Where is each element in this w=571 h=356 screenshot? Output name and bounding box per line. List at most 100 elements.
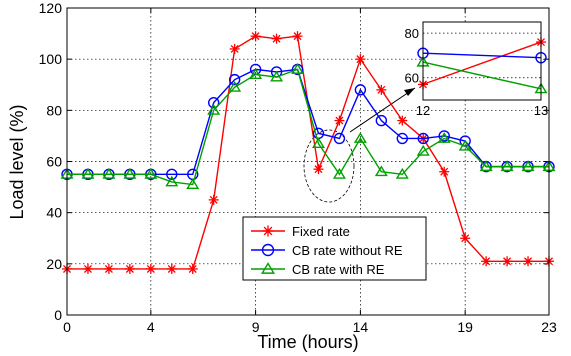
data-point-asterisk-marker	[82, 263, 93, 274]
y-tick-label: 120	[39, 0, 63, 16]
data-point-triangle-marker	[437, 132, 451, 143]
asterisk-stroke	[398, 116, 407, 125]
data-point-circle-marker	[333, 132, 346, 145]
asterisk-stroke	[482, 257, 491, 266]
inset-y-tick-label: 60	[405, 71, 419, 86]
data-point-triangle-marker	[186, 178, 200, 189]
asterisk-stroke	[377, 85, 386, 94]
data-point-asterisk-marker	[271, 33, 282, 44]
data-point-asterisk-marker	[502, 256, 513, 267]
asterisk-stroke	[251, 32, 260, 41]
asterisk-stroke	[293, 32, 302, 41]
data-point-asterisk-marker	[334, 115, 345, 126]
asterisk-stroke	[440, 167, 449, 176]
x-tick-label: 23	[541, 319, 557, 335]
data-point-circle-marker	[166, 168, 178, 180]
data-point-circle-marker	[438, 130, 450, 142]
data-point-triangle-marker	[521, 160, 535, 172]
data-point-triangle-marker	[270, 70, 284, 82]
x-tick-label: 14	[353, 319, 369, 335]
asterisk-stroke	[167, 264, 176, 273]
inset-x-tick-label: 13	[534, 103, 548, 118]
asterisk-stroke	[461, 234, 470, 243]
data-point-asterisk-marker	[187, 263, 198, 274]
data-point-asterisk-marker	[292, 31, 303, 42]
asterisk-stroke	[272, 34, 281, 43]
data-point-asterisk-marker	[523, 256, 534, 267]
data-point-asterisk-marker	[229, 43, 240, 54]
asterisk-stroke	[356, 55, 365, 64]
asterisk-stroke	[104, 264, 113, 273]
data-point-asterisk-marker	[397, 115, 408, 126]
data-point-triangle-marker	[500, 160, 514, 172]
inset-series-line-2	[422, 61, 542, 90]
data-point-triangle-marker	[479, 160, 493, 172]
data-point-triangle-marker	[458, 139, 472, 151]
data-point-asterisk-marker	[208, 194, 219, 205]
callout-arrow-head	[404, 88, 415, 96]
data-point-triangle-marker	[207, 103, 221, 115]
data-point-triangle-marker	[353, 132, 367, 143]
inset-series-line-0	[422, 41, 542, 86]
data-point-circle-marker	[228, 73, 241, 86]
data-point-triangle-marker	[332, 167, 346, 179]
data-point-triangle-marker	[416, 144, 430, 156]
data-point-triangle-marker	[165, 175, 179, 187]
data-point-asterisk-marker	[460, 233, 471, 244]
legend-label-1: CB rate without RE	[292, 243, 403, 258]
data-point-asterisk-marker	[250, 31, 261, 42]
inset-background	[423, 22, 541, 100]
data-point-triangle-marker	[395, 167, 409, 179]
data-point-triangle-marker	[374, 165, 388, 177]
data-point-triangle-marker	[311, 137, 325, 149]
highlight-ellipse-group	[303, 87, 416, 203]
asterisk-stroke	[188, 264, 197, 273]
highlight-ellipse	[303, 129, 355, 203]
asterisk-stroke	[263, 226, 273, 236]
y-tick-label: 60	[46, 154, 62, 170]
data-point-triangle-marker	[123, 167, 137, 179]
data-point-asterisk-marker	[313, 164, 324, 175]
y-tick-label: 20	[46, 256, 62, 272]
y-tick-label: 0	[54, 307, 62, 323]
callout-arrow-line	[349, 87, 416, 133]
asterisk-stroke	[524, 257, 533, 266]
legend-triangle-marker	[260, 262, 276, 274]
asterisk-stroke	[335, 116, 344, 125]
data-point-triangle-marker	[249, 68, 263, 79]
data-point-triangle-marker	[228, 80, 242, 92]
data-point-circle-marker	[207, 96, 220, 109]
x-tick-label: 4	[147, 319, 155, 335]
data-point-asterisk-marker	[355, 54, 366, 65]
x-axis-label: Time (hours)	[257, 332, 358, 352]
legend-label-2: CB rate with RE	[292, 262, 385, 277]
x-tick-label: 19	[457, 319, 473, 335]
y-tick-label: 40	[46, 205, 62, 221]
y-axis-label: Load level (%)	[7, 104, 27, 219]
data-point-asterisk-marker	[439, 166, 450, 177]
legend-asterisk-marker	[262, 225, 274, 237]
data-point-circle-marker	[417, 132, 429, 145]
inset-series-line-1	[422, 52, 542, 59]
data-point-triangle-marker	[144, 167, 158, 179]
data-point-asterisk-marker	[376, 84, 387, 95]
data-point-circle-marker	[396, 132, 409, 145]
asterisk-stroke	[314, 165, 323, 174]
asterisk-stroke	[83, 264, 92, 273]
inset-tick-labels: 60 80 12 13	[405, 26, 549, 118]
inset-chart: 60 80 12 13	[405, 21, 549, 118]
asterisk-stroke	[503, 257, 512, 266]
data-point-triangle-marker	[291, 63, 305, 74]
data-point-triangle-marker	[81, 167, 95, 179]
x-tick-label: 9	[252, 319, 260, 335]
data-point-asterisk-marker	[103, 263, 114, 274]
legend: Fixed rate CB rate without RE CB rate with…	[242, 216, 427, 281]
asterisk-stroke	[146, 264, 155, 273]
inset-x-tick-label: 12	[416, 103, 430, 118]
data-point-asterisk-marker	[145, 263, 156, 274]
main-plot-frame	[66, 7, 550, 316]
data-point-triangle-marker	[102, 167, 116, 179]
data-point-circle-marker	[375, 114, 388, 127]
asterisk-stroke	[125, 264, 134, 273]
